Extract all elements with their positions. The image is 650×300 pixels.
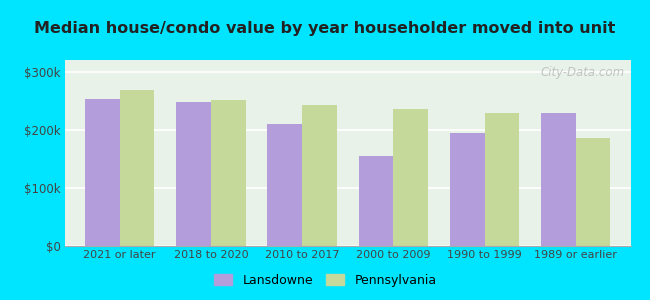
Bar bbox=[541, 113, 576, 246]
Bar bbox=[268, 124, 302, 246]
Bar bbox=[576, 139, 610, 246]
Text: City-Data.com: City-Data.com bbox=[541, 66, 625, 79]
Bar bbox=[359, 156, 393, 246]
Bar bbox=[85, 99, 120, 246]
Legend: Lansdowne, Pennsylvania: Lansdowne, Pennsylvania bbox=[210, 270, 440, 291]
Bar bbox=[176, 102, 211, 246]
Bar bbox=[211, 100, 246, 246]
Bar bbox=[450, 133, 484, 246]
Bar bbox=[120, 90, 155, 246]
Bar bbox=[302, 105, 337, 246]
Bar bbox=[393, 110, 428, 246]
Text: Median house/condo value by year householder moved into unit: Median house/condo value by year househo… bbox=[34, 21, 616, 36]
Bar bbox=[484, 113, 519, 246]
